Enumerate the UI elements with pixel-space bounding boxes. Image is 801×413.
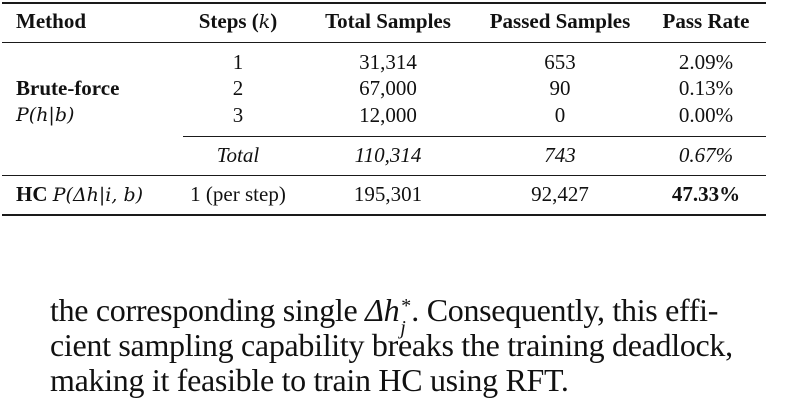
header-passed-samples: Passed Samples — [489, 9, 631, 33]
total-samples-cell: 12,000 — [359, 103, 417, 127]
delta-h-symbol: Δh — [365, 292, 400, 328]
passed-samples-cell: 0 — [554, 103, 566, 127]
hc-rule — [2, 175, 766, 176]
brute-force-formula: P(h|b) — [16, 104, 75, 126]
sub-sup: * j — [400, 295, 410, 339]
brute-force-label: Brute-force — [16, 76, 120, 100]
pass-rate-cell: 0.13% — [678, 76, 734, 100]
header-method: Method — [16, 9, 86, 33]
subtotal-rule — [183, 136, 766, 137]
paragraph-line: making it feasible to train HC using RFT… — [50, 362, 569, 398]
passed-samples-cell: 743 — [544, 143, 576, 167]
pass-rate-cell: 47.33% — [671, 182, 741, 206]
steps-cell: 3 — [232, 103, 244, 127]
total-samples-cell: 195,301 — [353, 182, 423, 206]
top-rule — [2, 2, 766, 4]
total-label: Total — [216, 143, 260, 167]
passed-samples-cell: 92,427 — [531, 182, 589, 206]
steps-cell: 1 — [232, 50, 244, 74]
bottom-rule — [2, 214, 766, 216]
total-samples-cell: 67,000 — [359, 76, 417, 100]
header-pass-rate: Pass Rate — [662, 9, 750, 33]
steps-cell: 2 — [232, 76, 244, 100]
passed-samples-cell: 653 — [544, 50, 576, 74]
paragraph-line: cient sampling capability breaks the tra… — [50, 327, 733, 363]
header-steps: Steps (k) — [198, 9, 278, 33]
passed-samples-cell: 90 — [549, 76, 571, 100]
paragraph-line: the corresponding single Δh * j. Consequen… — [50, 292, 719, 340]
pass-rate-cell: 0.67% — [678, 143, 734, 167]
pass-rate-cell: 0.00% — [678, 103, 734, 127]
hc-method-cell: HC P(Δh|i, b) — [16, 182, 143, 207]
header-total-samples: Total Samples — [325, 9, 451, 33]
pass-rate-cell: 2.09% — [678, 50, 734, 74]
header-rule — [2, 42, 766, 43]
hc-formula: P(Δh|i, b) — [52, 184, 144, 206]
steps-cell: 1 (per step) — [190, 182, 286, 206]
total-samples-cell: 31,314 — [359, 50, 417, 74]
total-samples-cell: 110,314 — [354, 143, 422, 167]
hc-label: HC — [16, 182, 48, 206]
